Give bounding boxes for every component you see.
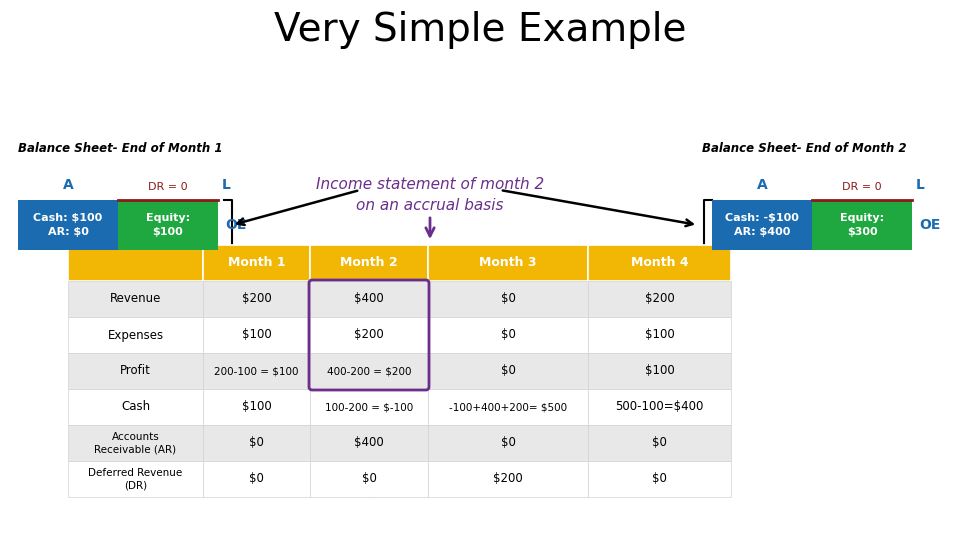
Bar	[310, 317, 428, 353]
Text: $200: $200	[644, 293, 674, 306]
Bar	[68, 245, 203, 281]
Text: $100: $100	[242, 328, 272, 341]
Bar	[712, 200, 812, 250]
Bar	[310, 389, 428, 425]
Bar	[203, 425, 310, 461]
Bar	[310, 425, 428, 461]
Bar	[310, 461, 428, 497]
Text: Month 4: Month 4	[631, 256, 688, 269]
Text: $200: $200	[242, 293, 272, 306]
Text: $0: $0	[362, 472, 376, 485]
Text: $0: $0	[652, 436, 667, 449]
Bar	[203, 281, 310, 317]
Text: $100: $100	[242, 401, 272, 414]
Text: Balance Sheet- End of Month 1: Balance Sheet- End of Month 1	[18, 142, 223, 155]
Bar	[588, 461, 731, 497]
Bar	[68, 425, 203, 461]
Bar	[310, 353, 428, 389]
Bar	[68, 461, 203, 497]
Text: Income statement of month 2
on an accrual basis: Income statement of month 2 on an accrua…	[316, 177, 544, 213]
Text: Accounts
Receivable (AR): Accounts Receivable (AR)	[94, 432, 177, 454]
Bar	[588, 317, 731, 353]
Bar	[812, 200, 912, 250]
Text: L: L	[222, 178, 230, 192]
Text: A: A	[756, 178, 767, 192]
Bar	[118, 200, 218, 250]
Bar	[428, 461, 588, 497]
Text: DR = 0: DR = 0	[148, 182, 188, 192]
Bar	[428, 353, 588, 389]
Bar	[428, 425, 588, 461]
Text: $0: $0	[249, 436, 264, 449]
Text: OE: OE	[920, 218, 941, 232]
Bar	[68, 389, 203, 425]
Text: Month 1: Month 1	[228, 256, 285, 269]
Bar	[203, 353, 310, 389]
Bar	[68, 317, 203, 353]
Bar	[18, 200, 118, 250]
Text: $400: $400	[354, 436, 384, 449]
Text: $0: $0	[249, 472, 264, 485]
Text: 500-100=$400: 500-100=$400	[615, 401, 704, 414]
Text: $0: $0	[500, 364, 516, 377]
Bar	[428, 389, 588, 425]
Text: $0: $0	[500, 328, 516, 341]
Bar	[310, 281, 428, 317]
Text: Month 2: Month 2	[340, 256, 397, 269]
Text: $0: $0	[652, 472, 667, 485]
Text: Cash: -$100
AR: $400: Cash: -$100 AR: $400	[725, 213, 799, 237]
Text: Equity:
$300: Equity: $300	[840, 213, 884, 237]
Text: Very Simple Example: Very Simple Example	[274, 11, 686, 49]
Text: Cash: $100
AR: $0: Cash: $100 AR: $0	[34, 213, 103, 237]
Bar	[203, 245, 310, 281]
Text: OE: OE	[226, 218, 247, 232]
Text: Expenses: Expenses	[108, 328, 163, 341]
Text: Deferred Revenue
(DR): Deferred Revenue (DR)	[88, 468, 182, 490]
Bar	[68, 353, 203, 389]
Text: Month 3: Month 3	[479, 256, 537, 269]
Text: Balance Sheet- End of Month 2: Balance Sheet- End of Month 2	[702, 142, 906, 155]
Text: L: L	[916, 178, 924, 192]
Text: $400: $400	[354, 293, 384, 306]
Text: A: A	[62, 178, 73, 192]
Bar	[588, 389, 731, 425]
Text: $100: $100	[644, 328, 674, 341]
Bar	[588, 353, 731, 389]
Text: Cash: Cash	[121, 401, 150, 414]
Bar	[203, 389, 310, 425]
Bar	[428, 245, 588, 281]
Bar	[428, 317, 588, 353]
Bar	[310, 245, 428, 281]
Text: DR = 0: DR = 0	[842, 182, 882, 192]
Text: $100: $100	[644, 364, 674, 377]
Text: -100+400+200= $500: -100+400+200= $500	[449, 402, 567, 412]
Text: $200: $200	[493, 472, 523, 485]
Text: 200-100 = $100: 200-100 = $100	[214, 366, 299, 376]
Bar	[203, 317, 310, 353]
Text: 100-200 = $-100: 100-200 = $-100	[324, 402, 413, 412]
Text: $0: $0	[500, 436, 516, 449]
Bar	[588, 281, 731, 317]
Bar	[68, 281, 203, 317]
Text: Revenue: Revenue	[109, 293, 161, 306]
Text: Profit: Profit	[120, 364, 151, 377]
Text: $0: $0	[500, 293, 516, 306]
Bar	[588, 245, 731, 281]
Text: Equity:
$100: Equity: $100	[146, 213, 190, 237]
Bar	[588, 425, 731, 461]
Text: $200: $200	[354, 328, 384, 341]
Bar	[428, 281, 588, 317]
Text: 400-200 = $200: 400-200 = $200	[326, 366, 411, 376]
Bar	[203, 461, 310, 497]
